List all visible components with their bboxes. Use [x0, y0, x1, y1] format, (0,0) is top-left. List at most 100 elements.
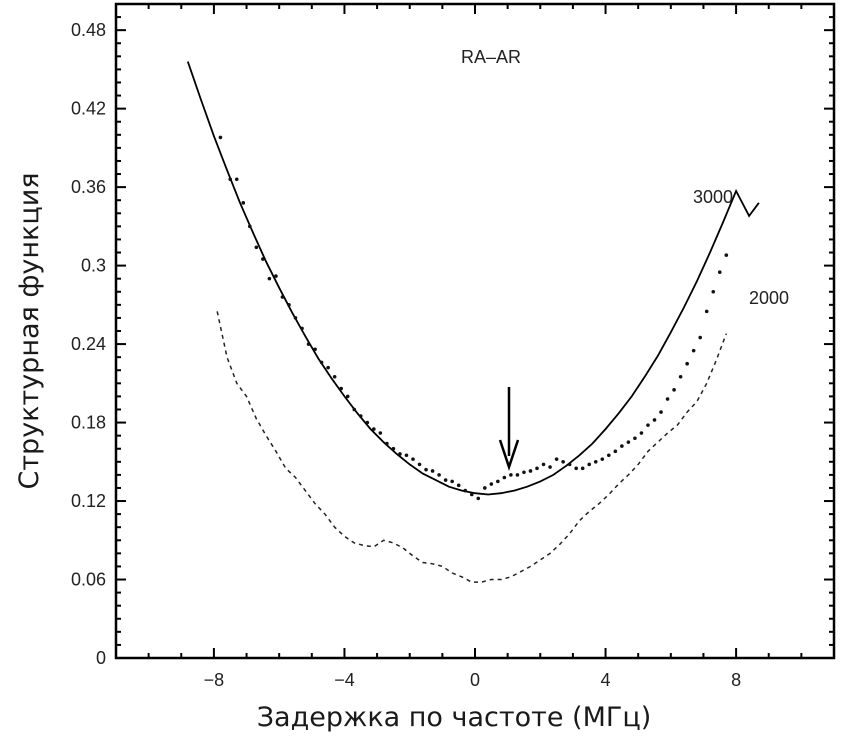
data-point: [443, 478, 448, 482]
data-point: [535, 466, 539, 471]
data-point: [626, 440, 631, 444]
data-point: [561, 460, 565, 464]
y-tick-label: 0.48: [71, 20, 106, 40]
data-point: [306, 342, 311, 346]
data-point: [365, 420, 370, 425]
y-tick-label: 0.42: [71, 99, 106, 119]
data-point: [704, 309, 709, 314]
data-point: [398, 452, 402, 456]
data-point: [456, 483, 461, 488]
data-point: [672, 388, 676, 392]
y-tick-label: 0.06: [71, 570, 106, 590]
data-point: [678, 374, 683, 379]
fit-curve: [186, 61, 760, 496]
data-point: [646, 423, 650, 427]
data-point: [482, 486, 487, 490]
y-tick-label: 0.36: [71, 177, 106, 197]
data-point: [241, 201, 246, 205]
y-tick-label: 0.3: [81, 256, 106, 276]
x-tick-label: 0: [470, 670, 480, 690]
data-point: [254, 245, 259, 250]
y-tick-label: 0.24: [71, 334, 106, 354]
data-point: [652, 418, 657, 422]
x-axis-title: Задержка по частоте (МГц): [257, 702, 652, 733]
data-point: [502, 475, 507, 480]
data-point: [685, 361, 689, 366]
data-point: [469, 492, 474, 497]
y-tick-labels: 0 0.06 0.12 0.18 0.24 0.3 0.36 0.42 0.48: [71, 20, 106, 668]
fit-curve-line: [186, 61, 760, 496]
data-point: [274, 274, 278, 278]
data-point: [587, 462, 592, 467]
series-label-2000: 2000: [749, 288, 789, 308]
data-point: [280, 295, 285, 299]
data-point: [613, 449, 618, 454]
y-tick-label: 0.18: [71, 413, 106, 433]
data-point: [287, 303, 291, 307]
data-point: [580, 466, 585, 471]
data-point: [391, 446, 396, 451]
data-point: [228, 177, 233, 182]
data-point: [411, 457, 415, 461]
data-point: [541, 462, 546, 467]
data-point: [698, 335, 702, 340]
data-point: [489, 482, 494, 486]
data-point: [385, 441, 389, 446]
data-point: [509, 473, 513, 477]
data-point: [326, 365, 330, 370]
y-axis-title: Структурная функция: [14, 172, 45, 489]
data-point: [554, 457, 559, 461]
data-point: [319, 360, 324, 365]
data-point: [522, 470, 526, 475]
data-point: [593, 460, 598, 464]
data-point: [567, 462, 572, 467]
series-label-3000: 3000: [693, 187, 733, 207]
data-point: [724, 253, 729, 257]
y-tick-label: 0: [96, 648, 106, 668]
plot-frame: [114, 2, 836, 660]
data-point: [248, 224, 252, 229]
data-point: [417, 462, 422, 467]
data-point: [633, 436, 637, 441]
data-point: [437, 473, 441, 477]
data-point: [711, 289, 716, 294]
data-point: [267, 276, 272, 281]
data-point: [496, 479, 500, 484]
chart-title: RA–AR: [461, 47, 521, 67]
y-tick-label: 0.12: [71, 491, 106, 511]
data-point: [430, 469, 435, 473]
data-point: [332, 374, 337, 379]
data-point: [313, 347, 317, 352]
data-point: [600, 457, 605, 461]
data-point: [261, 257, 265, 261]
data-point: [665, 397, 670, 401]
data-point: [574, 466, 578, 471]
data-point: [717, 270, 722, 274]
x-tick-label: 8: [731, 670, 741, 690]
axis-ticks: [116, 3, 834, 659]
data-point: [528, 469, 533, 473]
data-point: [548, 465, 552, 469]
series-2000-line: [216, 311, 728, 583]
data-point: [607, 453, 611, 458]
data-point: [476, 496, 481, 501]
data-point: [234, 177, 239, 182]
data-point: [639, 431, 644, 435]
data-point: [358, 414, 363, 418]
data-point: [345, 394, 350, 399]
data-point: [372, 427, 376, 431]
data-point: [691, 348, 696, 353]
data-point: [404, 453, 409, 458]
data-point: [659, 410, 663, 414]
data-point: [300, 326, 304, 331]
x-tick-label: −8: [204, 670, 225, 690]
data-point: [339, 386, 343, 391]
x-tick-label: −4: [334, 670, 355, 690]
data-point: [218, 135, 223, 140]
data-point: [450, 479, 454, 484]
arrow-indicator: [498, 387, 520, 471]
data-point: [620, 444, 624, 448]
data-point: [293, 316, 298, 320]
data-point: [515, 473, 520, 477]
